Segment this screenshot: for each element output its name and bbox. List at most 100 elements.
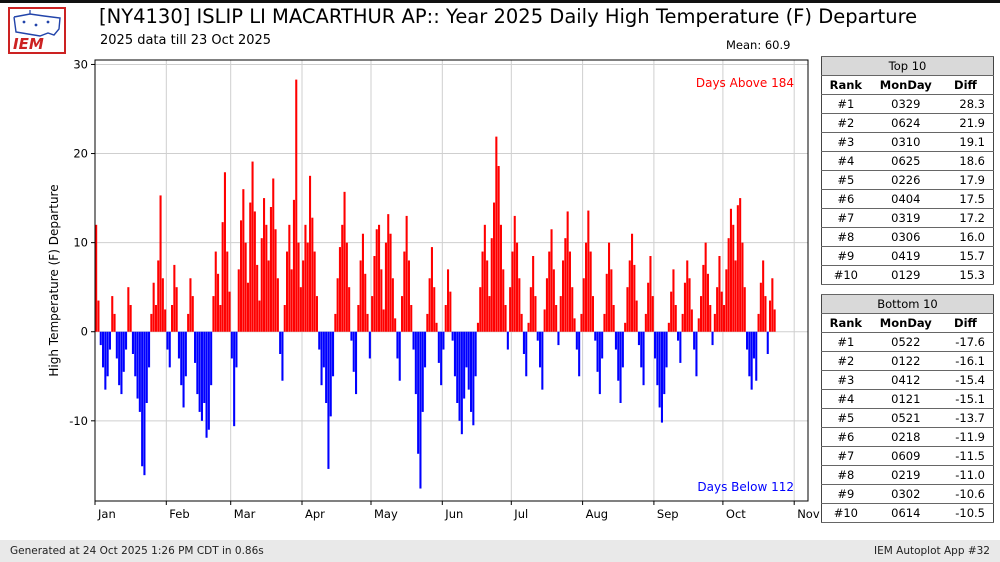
table-cell-monday: 0226: [869, 170, 942, 190]
table-row: #6 0218 -11.9: [821, 427, 994, 447]
table-cell-diff: -11.0: [941, 465, 994, 485]
table-row: #8 0306 16.0: [821, 227, 994, 247]
table-cell-monday: 0306: [869, 227, 942, 247]
page-title: [NY4130] ISLIP LI MACARTHUR AP:: Year 20…: [99, 5, 918, 28]
table-row: #9 0302 -10.6: [821, 484, 994, 504]
table-cell-monday: 0522: [869, 332, 942, 352]
y-axis-ticks: -10 0 10 20 30: [69, 58, 95, 428]
table-cell-monday: 0302: [869, 484, 942, 504]
svg-text:Aug: Aug: [586, 507, 608, 521]
plot-frame: [94, 59, 809, 502]
gridlines: [94, 60, 808, 501]
table-cell-diff: 18.6: [941, 151, 994, 171]
table-cell-diff: -11.9: [941, 427, 994, 447]
rank-tables: Top 10 Rank MonDay Diff #1 0329 28.3 #2 0624…: [821, 56, 994, 532]
table-cell-rank: #3: [821, 132, 870, 152]
mean-label: Mean: 60.9: [726, 38, 791, 52]
svg-text:Feb: Feb: [169, 507, 189, 521]
table-cell-monday: 0614: [869, 503, 942, 523]
table-cell-monday: 0310: [869, 132, 942, 152]
table-cell-rank: #10: [821, 503, 870, 523]
svg-text:Sep: Sep: [657, 507, 679, 521]
x-axis-ticks: Jan Feb Mar Apr May Jun Jul Aug Sep Oct Nov: [94, 501, 820, 521]
top10-header-monday: MonDay: [869, 75, 942, 95]
chart-area: -10 0 10 20 30 Jan Feb Mar Apr May Jun Jul Aug Sep Oct…: [45, 50, 820, 541]
bottom10-title: Bottom 10: [821, 294, 994, 314]
svg-text:20: 20: [73, 147, 88, 161]
table-row: #2 0624 21.9: [821, 113, 994, 133]
svg-text:Jan: Jan: [97, 507, 116, 521]
departure-bar-chart: -10 0 10 20 30 Jan Feb Mar Apr May Jun Jul Aug Sep Oct…: [47, 58, 820, 522]
top-border: [0, 0, 1000, 3]
table-cell-monday: 0625: [869, 151, 942, 171]
table-row: #10 0129 15.3: [821, 265, 994, 285]
svg-text:-10: -10: [69, 414, 88, 428]
table-cell-diff: -10.5: [941, 503, 994, 523]
table-cell-rank: #1: [821, 332, 870, 352]
table-cell-rank: #1: [821, 94, 870, 114]
table-cell-rank: #2: [821, 113, 870, 133]
table-cell-monday: 0319: [869, 208, 942, 228]
table-cell-diff: -15.1: [941, 389, 994, 409]
table-cell-rank: #4: [821, 389, 870, 409]
table-cell-diff: 21.9: [941, 113, 994, 133]
table-cell-diff: 28.3: [941, 94, 994, 114]
table-row: #1 0522 -17.6: [821, 332, 994, 352]
table-row: #8 0219 -11.0: [821, 465, 994, 485]
y-axis-label: High Temperature (F) Departure: [47, 184, 61, 376]
iem-logo-icon: IEM: [13, 10, 61, 53]
table-cell-rank: #7: [821, 446, 870, 466]
table-cell-diff: 17.2: [941, 208, 994, 228]
table-row: #3 0310 19.1: [821, 132, 994, 152]
table-cell-rank: #9: [821, 484, 870, 504]
table-cell-rank: #5: [821, 408, 870, 428]
svg-text:Nov: Nov: [797, 507, 820, 521]
svg-text:Apr: Apr: [305, 507, 325, 521]
table-cell-monday: 0404: [869, 189, 942, 209]
table-row: #5 0521 -13.7: [821, 408, 994, 428]
svg-text:0: 0: [81, 325, 88, 339]
table-cell-rank: #7: [821, 208, 870, 228]
bottom10-header-monday: MonDay: [869, 313, 942, 333]
table-row: #9 0419 15.7: [821, 246, 994, 266]
table-cell-monday: 0122: [869, 351, 942, 371]
table-cell-monday: 0218: [869, 427, 942, 447]
top10-table: Top 10 Rank MonDay Diff #1 0329 28.3 #2 0624…: [821, 56, 994, 285]
table-row: #1 0329 28.3: [821, 94, 994, 114]
top10-header-rank: Rank: [821, 75, 870, 95]
table-cell-rank: #5: [821, 170, 870, 190]
table-cell-rank: #8: [821, 227, 870, 247]
table-cell-diff: -10.6: [941, 484, 994, 504]
days-below-annotation: Days Below 112: [697, 480, 794, 494]
svg-text:Jun: Jun: [444, 507, 463, 521]
table-cell-diff: 19.1: [941, 132, 994, 152]
table-row: #10 0614 -10.5: [821, 503, 994, 523]
svg-text:Mar: Mar: [234, 507, 256, 521]
table-cell-monday: 0521: [869, 408, 942, 428]
table-cell-monday: 0412: [869, 370, 942, 390]
bottom10-table: Bottom 10 Rank MonDay Diff #1 0522 -17.6 #2…: [821, 294, 994, 523]
table-cell-diff: -17.6: [941, 332, 994, 352]
table-row: #5 0226 17.9: [821, 170, 994, 190]
table-cell-monday: 0329: [869, 94, 942, 114]
svg-text:Oct: Oct: [726, 507, 746, 521]
table-row: #4 0625 18.6: [821, 151, 994, 171]
table-cell-diff: -11.5: [941, 446, 994, 466]
table-cell-rank: #2: [821, 351, 870, 371]
table-cell-diff: -16.1: [941, 351, 994, 371]
table-cell-monday: 0624: [869, 113, 942, 133]
top10-title: Top 10: [821, 56, 994, 76]
table-row: #2 0122 -16.1: [821, 351, 994, 371]
svg-text:Jul: Jul: [513, 507, 528, 521]
table-cell-diff: 17.5: [941, 189, 994, 209]
table-cell-diff: 16.0: [941, 227, 994, 247]
iem-logo-text: IEM: [13, 35, 44, 52]
svg-text:May: May: [374, 507, 398, 521]
table-cell-monday: 0419: [869, 246, 942, 266]
table-cell-diff: 15.3: [941, 265, 994, 285]
days-above-annotation: Days Above 184: [696, 76, 794, 90]
footer-bar: Generated at 24 Oct 2025 1:26 PM CDT in …: [0, 540, 1000, 562]
table-cell-diff: -15.4: [941, 370, 994, 390]
table-row: #3 0412 -15.4: [821, 370, 994, 390]
